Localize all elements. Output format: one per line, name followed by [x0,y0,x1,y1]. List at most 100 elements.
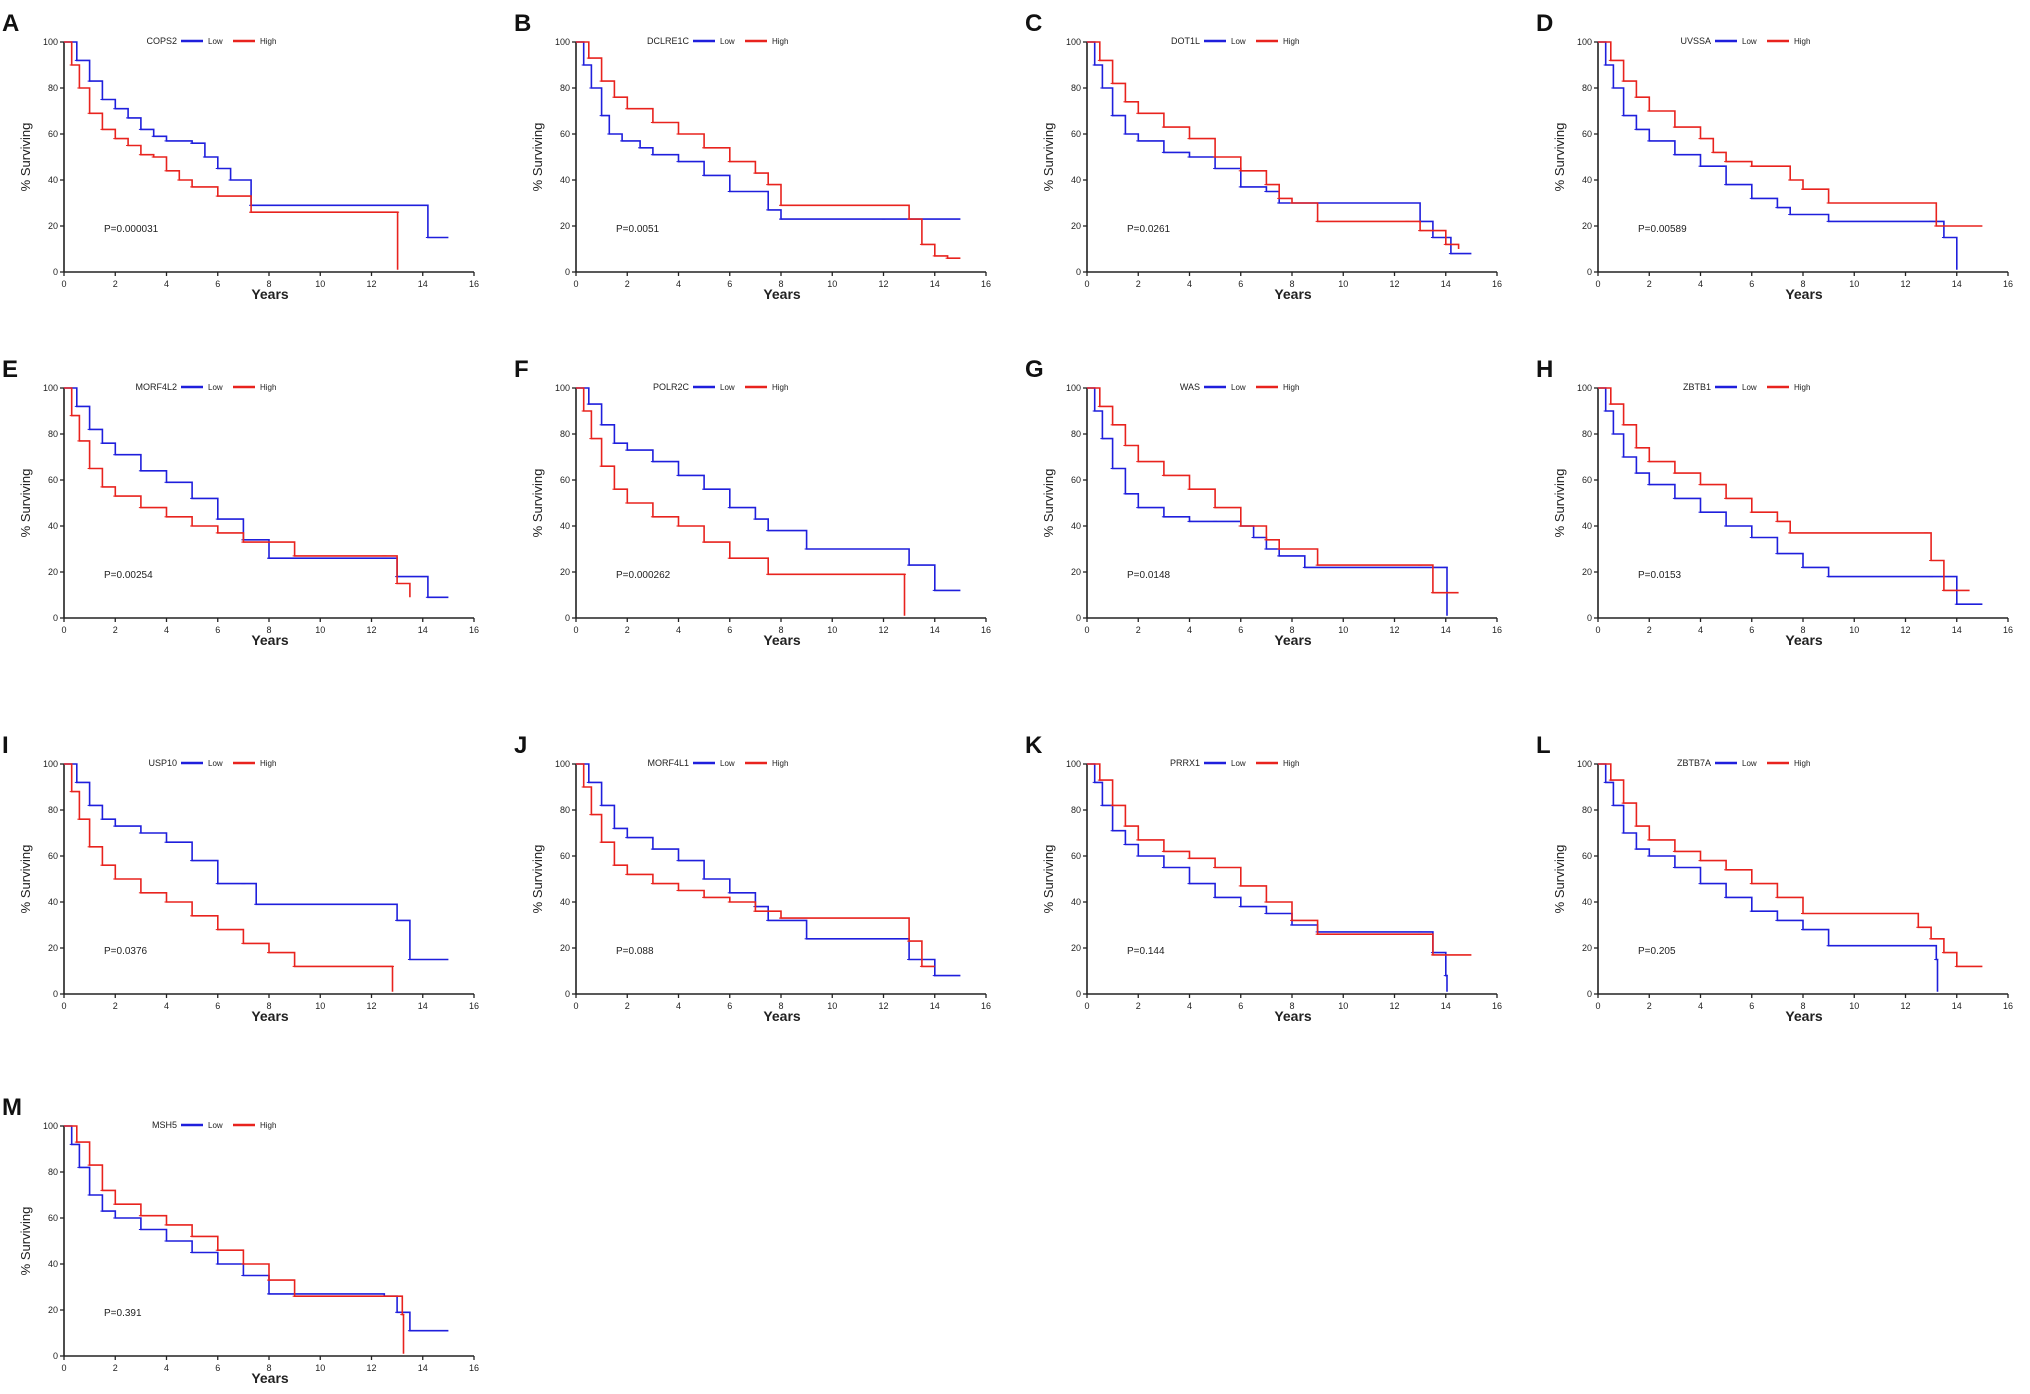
x-tick-label: 4 [1187,1001,1192,1011]
x-tick-label: 4 [164,1363,169,1373]
y-tick-label: 20 [1582,567,1592,577]
x-tick-label: 2 [113,1363,118,1373]
chart-panel-g: G 0 2 4 6 8 10 12 14 16 0 20 40 60 80 100 Years % Survivi… [1025,356,1502,648]
x-tick-label: 8 [1289,625,1294,635]
legend-low-label: Low [208,1121,223,1130]
legend-low-label: Low [208,383,223,392]
chart-panel-c: C 0 2 4 6 8 10 12 14 16 0 20 40 60 80 100 Years % Survivi… [1025,10,1502,302]
p-value: P=0.0376 [104,946,148,957]
survival-curve-low [64,763,449,961]
p-value: P=0.088 [616,946,654,957]
x-tick-label: 0 [1084,625,1089,635]
y-tick-label: 100 [1577,383,1592,393]
survival-curve-high [64,763,394,992]
x-tick-label: 16 [981,625,991,635]
x-tick-label: 14 [1441,1001,1451,1011]
x-tick-label: 0 [1084,1001,1089,1011]
y-axis-title: % Surviving [18,469,33,538]
chart-panel-e: E 0 2 4 6 8 10 12 14 16 0 20 40 60 80 100 Years % Survivi… [2,356,479,648]
x-tick-label: 10 [315,279,325,289]
y-tick-label: 40 [1071,897,1081,907]
y-axis-title: % Surviving [18,123,33,192]
panel-letter: M [2,1094,22,1121]
x-tick-label: 8 [1800,625,1805,635]
x-tick-label: 2 [113,1001,118,1011]
gene-name: DOT1L [1171,36,1200,46]
y-tick-label: 20 [48,221,58,231]
x-tick-label: 14 [1952,279,1962,289]
x-tick-label: 4 [1187,279,1192,289]
y-tick-label: 100 [1577,37,1592,47]
x-tick-label: 6 [215,1001,220,1011]
x-tick-label: 14 [930,625,940,635]
chart-panel-l: L 0 2 4 6 8 10 12 14 16 0 20 40 60 80 100 Years % Survivi… [1536,732,2013,1024]
x-axis-title: Years [1785,1008,1823,1024]
legend-low-label: Low [1231,759,1246,768]
legend-high-label: High [260,759,276,768]
gene-name: DCLRE1C [647,36,690,46]
y-tick-label: 40 [48,175,58,185]
y-tick-label: 80 [1071,805,1081,815]
y-tick-label: 40 [48,1259,58,1269]
panel-letter: G [1025,356,1044,383]
y-tick-label: 80 [1582,83,1592,93]
legend-low-label: Low [1742,759,1757,768]
chart-panel-a: A 0 2 4 6 8 10 12 14 16 0 20 40 60 80 100 Years % Survivi… [2,10,479,302]
chart-panel-d: D 0 2 4 6 8 10 12 14 16 0 20 40 60 80 100 Years % Survivi… [1536,10,2013,302]
x-tick-label: 12 [1900,625,1910,635]
y-tick-label: 100 [555,383,570,393]
y-tick-label: 40 [48,897,58,907]
x-tick-label: 0 [573,279,578,289]
survival-curve-high [1598,41,1983,227]
x-tick-label: 6 [1749,1001,1754,1011]
legend-high-label: High [1283,383,1299,392]
y-axis-title: % Surviving [1041,123,1056,192]
x-tick-label: 4 [164,625,169,635]
y-tick-label: 0 [565,267,570,277]
legend-low-label: Low [1742,37,1757,46]
y-tick-label: 80 [48,805,58,815]
legend-high-label: High [772,383,788,392]
x-tick-label: 16 [469,1363,479,1373]
survival-curve-high [64,41,399,270]
survival-curve-low [64,387,449,599]
y-tick-label: 80 [1071,83,1081,93]
y-tick-label: 40 [48,521,58,531]
x-tick-label: 0 [573,1001,578,1011]
legend-low-label: Low [208,759,223,768]
x-tick-label: 6 [1749,625,1754,635]
x-tick-label: 12 [366,1363,376,1373]
y-tick-label: 60 [48,1213,58,1223]
y-tick-label: 0 [565,613,570,623]
y-tick-label: 100 [1066,37,1081,47]
x-tick-label: 16 [2003,279,2013,289]
x-tick-label: 16 [2003,625,2013,635]
y-axis-title: % Surviving [1552,123,1567,192]
x-axis-title: Years [1274,286,1312,302]
y-tick-label: 0 [1076,267,1081,277]
x-tick-label: 12 [366,625,376,635]
y-tick-label: 20 [560,943,570,953]
y-tick-label: 100 [43,759,58,769]
survival-curve-low [576,763,961,977]
x-tick-label: 12 [1389,625,1399,635]
panel-letter: J [514,732,527,759]
chart-panel-i: I 0 2 4 6 8 10 12 14 16 0 20 40 60 80 100 Years % Survivi… [2,732,479,1024]
y-tick-label: 20 [1071,567,1081,577]
gene-name: ZBTB7A [1677,758,1711,768]
survival-curve-high [1598,387,1970,592]
x-axis-title: Years [251,632,289,648]
survival-curve-low [1598,41,1958,270]
y-tick-label: 40 [560,175,570,185]
x-tick-label: 8 [266,625,271,635]
panel-letter: I [2,732,9,759]
x-tick-label: 8 [1289,1001,1294,1011]
x-tick-label: 2 [1647,625,1652,635]
x-tick-label: 10 [315,1001,325,1011]
chart-panel-f: F 0 2 4 6 8 10 12 14 16 0 20 40 60 80 100 Years % Survivi… [514,356,991,648]
chart-panel-j: J 0 2 4 6 8 10 12 14 16 0 20 40 60 80 100 Years % Survivi… [514,732,991,1024]
x-tick-label: 6 [215,279,220,289]
y-tick-label: 20 [1071,221,1081,231]
y-tick-label: 40 [1582,175,1592,185]
